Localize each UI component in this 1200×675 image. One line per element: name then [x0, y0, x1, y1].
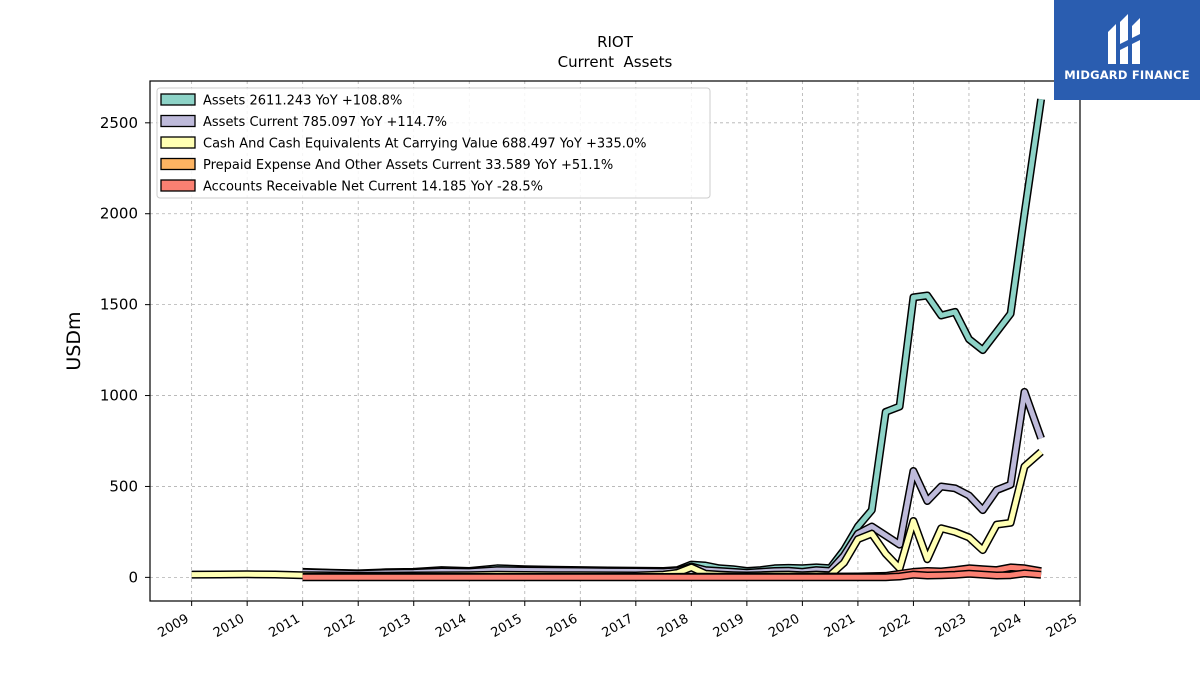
x-tick-label: 2016 [544, 611, 580, 641]
y-tick-label: 0 [128, 568, 138, 586]
x-tick-label: 2020 [766, 611, 802, 641]
y-tick-label: 2000 [100, 205, 138, 223]
legend-label: Prepaid Expense And Other Assets Current… [203, 158, 613, 173]
legend-label: Accounts Receivable Net Current 14.185 Y… [203, 180, 543, 195]
legend-label: Assets Current 785.097 YoY +114.7% [203, 115, 447, 130]
legend-swatch [160, 114, 196, 128]
x-axis-ticks: 2009 2010 2011 2012 2013 2014 2015 2016 2017 2018… [155, 601, 1081, 641]
midgard-finance-logo: MIDGARD FINANCE [1054, 0, 1200, 100]
x-tick-label: 2013 [378, 611, 414, 641]
legend-swatch [160, 93, 196, 106]
x-tick-label: 2017 [600, 611, 636, 641]
plot-frame [149, 80, 1081, 602]
y-axis-ticks: 0 500 1000 1500 2000 2500 [100, 114, 150, 586]
legend-swatch [160, 157, 196, 171]
legend-swatch [160, 136, 196, 149]
y-axis-label: USDm [63, 311, 85, 370]
x-tick-label: 2009 [155, 611, 191, 641]
logo-mark-icon [1108, 14, 1140, 64]
y-tick-label: 1500 [100, 296, 138, 314]
y-tick-label: 1000 [100, 387, 138, 405]
legend-label: Assets 2611.243 YoY +108.8% [203, 94, 402, 109]
y-tick-label: 2500 [100, 114, 138, 132]
legend-swatch [160, 179, 196, 192]
legend: Assets 2611.243 YoY +108.8% Assets Curren… [156, 87, 711, 199]
legend-label: Cash And Cash Equivalents At Carrying Va… [203, 137, 646, 152]
x-tick-label: 2024 [988, 611, 1024, 641]
x-tick-label: 2019 [711, 611, 747, 641]
series-layer [191, 98, 1046, 582]
x-tick-label: 2011 [267, 611, 303, 641]
chart-subtitle: Current Assets [558, 53, 673, 71]
chart-title: RIOT [597, 33, 634, 51]
legend-box [156, 87, 711, 199]
x-tick-label: 2023 [933, 611, 969, 641]
x-tick-label: 2014 [433, 611, 469, 641]
x-tick-label: 2022 [877, 611, 913, 641]
x-tick-label: 2021 [822, 611, 858, 641]
x-tick-label: 2010 [211, 611, 247, 641]
x-tick-label: 2018 [655, 611, 691, 641]
x-tick-label: 2025 [1044, 611, 1080, 641]
series-line-4 [302, 570, 1042, 580]
logo-text: MIDGARD FINANCE [1064, 68, 1190, 82]
y-tick-label: 500 [109, 477, 138, 495]
legend-items: Assets 2611.243 YoY +108.8% Assets Curren… [160, 93, 646, 195]
x-tick-label: 2015 [489, 611, 525, 641]
x-tick-label: 2012 [322, 611, 358, 641]
